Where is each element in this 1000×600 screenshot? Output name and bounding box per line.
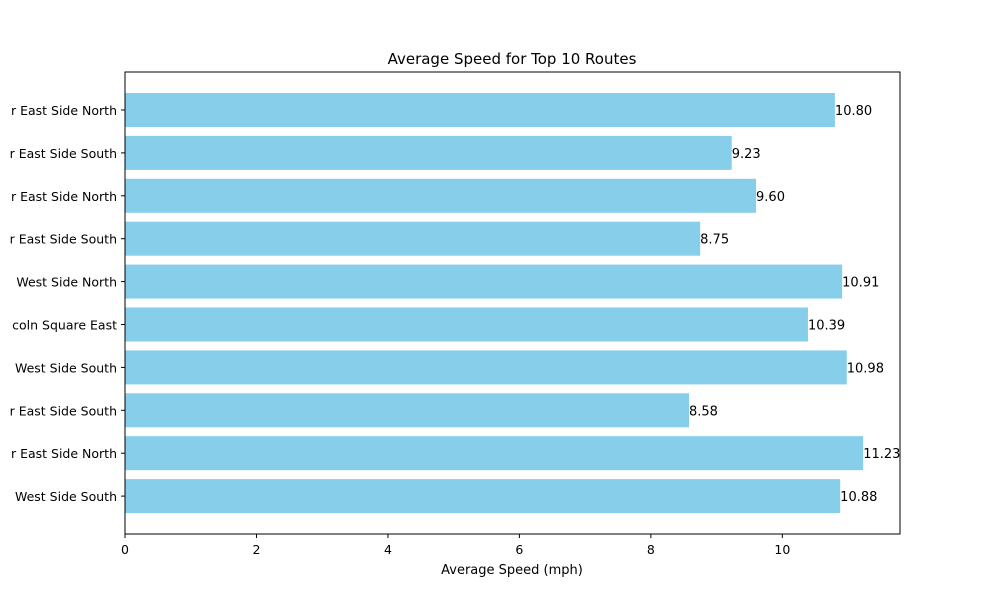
x-tick-label: 8 [647, 542, 655, 557]
y-tick-label: r East Side South [10, 146, 117, 161]
bar-value-label: 9.23 [732, 147, 761, 162]
x-tick-label: 0 [121, 542, 129, 557]
x-tick-label: 6 [515, 542, 523, 557]
bar-value-label: 10.39 [808, 319, 845, 334]
bar [125, 135, 732, 170]
y-tick-label: West Side North [16, 275, 117, 290]
bar-value-label: 10.88 [840, 490, 877, 505]
plot-area-frame [124, 71, 901, 535]
bar [125, 221, 701, 256]
y-tick-label: r East Side North [11, 446, 117, 461]
bar-value-label: 8.58 [689, 404, 718, 419]
x-tick-label: 4 [384, 542, 392, 557]
y-tick-label: r East Side North [11, 103, 117, 118]
y-tick-label: West Side South [15, 360, 117, 375]
bar [125, 393, 689, 428]
x-axis-label: Average Speed (mph) [441, 563, 583, 578]
bar-value-label: 10.80 [835, 104, 872, 119]
bar [125, 93, 835, 127]
bar [125, 350, 847, 385]
axes-layer: r East Side North r East Side South r East… [10, 103, 791, 557]
bar-value-label: 10.98 [847, 361, 884, 376]
bar-value-label: 9.60 [756, 190, 785, 205]
bar-value-label: 10.91 [842, 276, 879, 291]
bar [125, 307, 808, 342]
y-tick-label: West Side South [15, 489, 117, 504]
x-tick-label: 2 [252, 542, 260, 557]
y-tick-label: r East Side South [10, 232, 117, 247]
bar [125, 264, 843, 299]
y-tick-label: r East Side North [11, 189, 117, 204]
bars-layer: 10.80 9.23 9.60 8.75 10.91 10.39 10.98 8.58 11.2… [125, 93, 900, 514]
y-tick-label: coln Square East [12, 318, 117, 333]
x-tick-label: 10 [774, 542, 790, 557]
chart-title: Average Speed for Top 10 Routes [388, 50, 637, 68]
bar [125, 436, 864, 471]
bar-value-label: 11.23 [863, 447, 900, 462]
bar [125, 178, 757, 213]
bar-value-label: 8.75 [700, 233, 729, 248]
y-tick-label: r East Side South [10, 403, 117, 418]
bar [125, 479, 841, 514]
